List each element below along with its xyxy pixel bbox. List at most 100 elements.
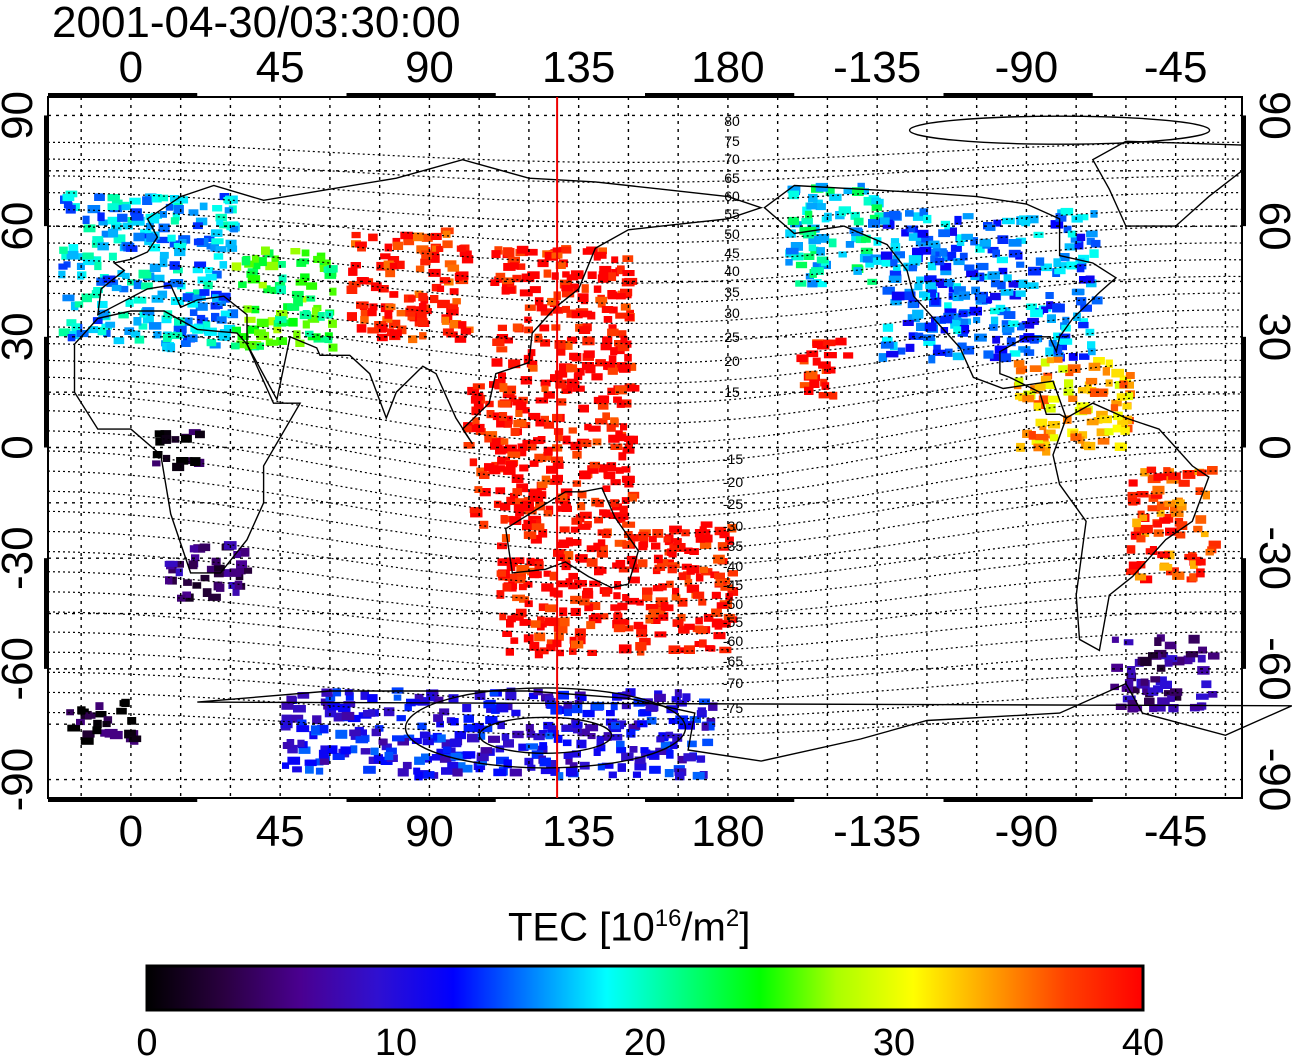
tec-cell bbox=[908, 264, 917, 272]
tec-cell bbox=[317, 724, 329, 734]
tec-cell bbox=[591, 373, 603, 381]
tec-cell bbox=[509, 262, 519, 270]
tec-cell bbox=[855, 234, 866, 244]
lon-tick-bottom: -45 bbox=[1144, 807, 1208, 856]
tec-cell bbox=[192, 294, 202, 302]
tec-cell bbox=[635, 642, 647, 651]
tec-cell bbox=[1028, 266, 1041, 276]
tec-cell bbox=[816, 247, 825, 256]
tec-cell bbox=[860, 247, 873, 255]
tec-cell bbox=[689, 716, 701, 723]
tec-cell bbox=[594, 516, 603, 524]
mlat-contour-1 bbox=[47, 158, 1242, 184]
tec-cell bbox=[312, 715, 322, 725]
tec-cell bbox=[626, 729, 636, 738]
tec-cell bbox=[886, 350, 899, 358]
tec-cell bbox=[526, 557, 535, 567]
tec-cell bbox=[944, 348, 953, 357]
tec-cell bbox=[882, 286, 895, 295]
tec-cell bbox=[633, 698, 645, 707]
tec-cell bbox=[176, 457, 189, 465]
tec-cell bbox=[541, 475, 551, 485]
lon-tick-top: 0 bbox=[119, 43, 143, 92]
tec-cell bbox=[1208, 540, 1221, 549]
tec-cell bbox=[1208, 652, 1220, 660]
tec-cell bbox=[557, 706, 568, 714]
tec-cell bbox=[1001, 324, 1015, 333]
tec-cell bbox=[529, 641, 540, 651]
tec-cell bbox=[621, 466, 631, 473]
tec-cell bbox=[648, 536, 657, 543]
tec-cell bbox=[611, 256, 619, 264]
tec-cell bbox=[843, 352, 854, 359]
tec-cell bbox=[1164, 655, 1178, 663]
tec-cell bbox=[935, 257, 945, 266]
tec-cell bbox=[231, 326, 241, 334]
tec-cell bbox=[348, 267, 358, 276]
tec-cell bbox=[860, 236, 871, 243]
tec-cell bbox=[1003, 311, 1016, 319]
tec-cell bbox=[617, 265, 625, 275]
tec-cell bbox=[545, 732, 553, 740]
tec-cell bbox=[301, 249, 310, 257]
tec-cell bbox=[193, 289, 202, 296]
tec-cell bbox=[648, 608, 659, 618]
tec-cell bbox=[925, 280, 937, 290]
tec-cell bbox=[997, 280, 1006, 290]
tec-cell bbox=[369, 303, 378, 311]
tec-cell bbox=[192, 266, 204, 274]
tec-cell bbox=[610, 417, 619, 424]
tec-cell bbox=[533, 733, 545, 741]
frame-bar-bottom bbox=[346, 798, 496, 802]
tec-cell bbox=[501, 337, 513, 344]
tec-cell bbox=[1099, 415, 1112, 424]
tec-cell bbox=[621, 497, 630, 504]
tec-cell bbox=[786, 247, 799, 255]
tec-cell bbox=[563, 701, 572, 711]
tec-cell bbox=[1164, 641, 1177, 650]
tec-cell bbox=[1136, 535, 1146, 543]
tec-cell bbox=[427, 251, 439, 258]
tec-cell bbox=[529, 460, 539, 467]
contour-label: -65 bbox=[723, 653, 743, 669]
tec-cell bbox=[533, 437, 544, 445]
tec-cell bbox=[495, 487, 506, 495]
tec-cell bbox=[450, 718, 459, 726]
tec-cell bbox=[1047, 395, 1060, 403]
tec-cell bbox=[556, 772, 564, 781]
tec-cell bbox=[1029, 365, 1042, 372]
tec-cell bbox=[614, 611, 622, 621]
tec-cell bbox=[1058, 344, 1067, 351]
tec-cell bbox=[495, 272, 506, 280]
tec-cell bbox=[346, 312, 357, 321]
tec-cell bbox=[182, 293, 194, 302]
tec-cell bbox=[817, 281, 827, 288]
tec-region-13 bbox=[280, 687, 718, 781]
tec-cell bbox=[555, 434, 563, 442]
tec-cell bbox=[626, 385, 640, 392]
tec-cell bbox=[1124, 679, 1134, 688]
tec-cell bbox=[348, 281, 361, 288]
tec-cell bbox=[503, 420, 512, 428]
tec-cell bbox=[1114, 442, 1127, 451]
tec-cell bbox=[570, 607, 581, 616]
tec-cell bbox=[912, 247, 924, 256]
tec-cell bbox=[127, 279, 137, 286]
tec-cell bbox=[620, 288, 633, 297]
tec-cell bbox=[72, 203, 80, 212]
tec-cell bbox=[1152, 485, 1165, 495]
tec-cell bbox=[328, 343, 338, 352]
tec-cell bbox=[152, 451, 163, 459]
tec-cell bbox=[196, 314, 206, 324]
tec-cell bbox=[522, 439, 534, 447]
tec-cell bbox=[211, 312, 220, 322]
tec-cell bbox=[576, 580, 587, 587]
tec-cell bbox=[492, 412, 505, 421]
tec-cell bbox=[270, 286, 279, 294]
tec-cell bbox=[715, 578, 724, 586]
mlat-contour-13 bbox=[47, 359, 1243, 425]
tec-cell bbox=[672, 587, 680, 595]
tec-cell bbox=[281, 714, 292, 722]
tec-cell bbox=[525, 743, 539, 750]
tec-cell bbox=[695, 534, 706, 543]
